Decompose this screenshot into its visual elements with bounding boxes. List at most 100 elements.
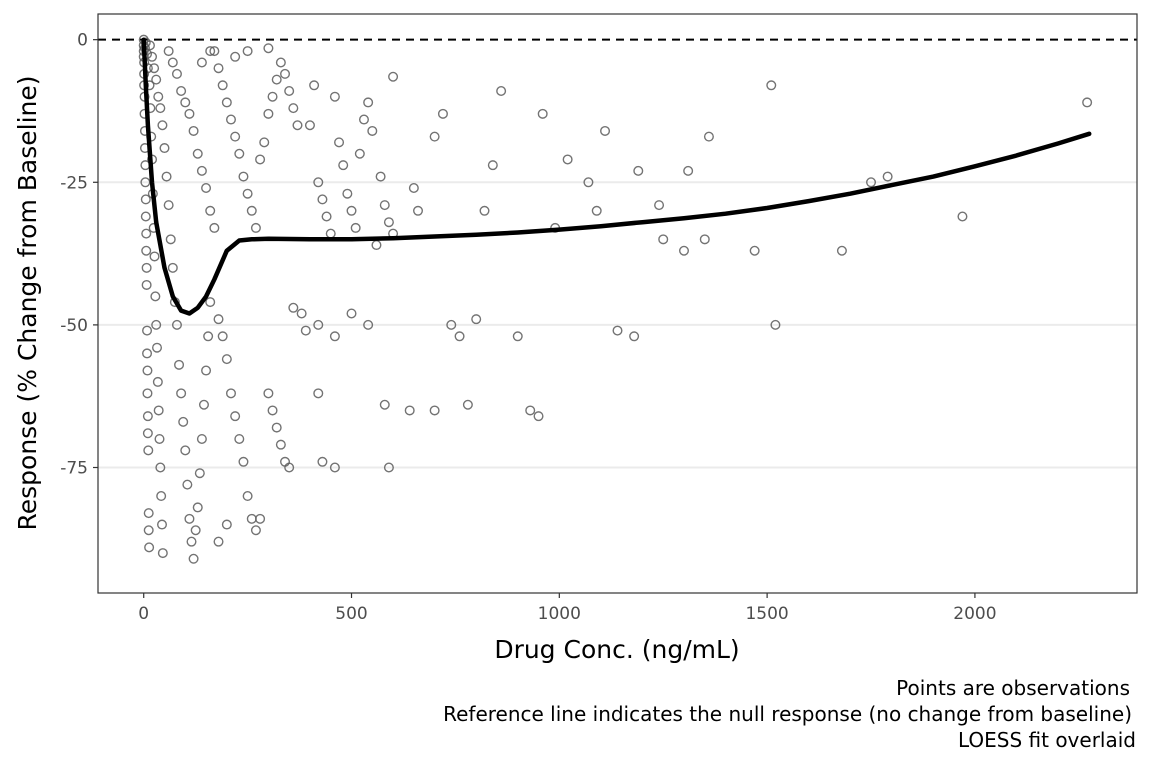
data-point-166: [413, 205, 424, 216]
data-point-80: [163, 46, 174, 57]
data-point-90: [205, 205, 216, 216]
data-point-66: [178, 416, 189, 427]
data-point-195: [770, 319, 781, 330]
data-point-101: [250, 525, 261, 536]
data-point-63: [171, 319, 182, 330]
data-point-42: [152, 342, 163, 353]
x-tick-label-1: 500: [335, 604, 367, 624]
loess-fit-line: [141, 37, 1092, 316]
caption-line-3: LOESS fit overlaid: [957, 728, 1136, 752]
data-point-67: [180, 445, 191, 456]
data-point-26: [143, 508, 154, 519]
loess-fit-group: [141, 37, 1092, 316]
data-point-28: [144, 542, 155, 553]
data-point-171: [462, 399, 473, 410]
data-point-61: [167, 262, 178, 273]
data-point-85: [184, 108, 195, 119]
data-point-136: [309, 80, 320, 91]
data-point-104: [221, 519, 232, 530]
data-point-146: [350, 222, 361, 233]
data-point-198: [882, 171, 893, 182]
data-point-72: [190, 525, 201, 536]
data-point-162: [317, 456, 328, 467]
data-point-188: [658, 234, 669, 245]
data-point-65: [176, 388, 187, 399]
data-point-131: [275, 439, 286, 450]
data-point-163: [329, 462, 340, 473]
data-point-88: [196, 165, 207, 176]
data-point-137: [313, 177, 324, 188]
caption-line-1: Points are observations: [896, 676, 1130, 700]
data-point-192: [703, 131, 714, 142]
data-point-87: [192, 148, 203, 159]
data-point-197: [866, 177, 877, 188]
data-point-82: [171, 68, 182, 79]
data-point-15: [141, 228, 152, 239]
data-point-23: [142, 411, 153, 422]
data-point-115: [250, 222, 261, 233]
data-point-99: [242, 491, 253, 502]
data-point-102: [255, 513, 266, 524]
data-point-96: [230, 411, 241, 422]
data-point-48: [157, 519, 168, 530]
data-point-16: [141, 245, 152, 256]
data-point-161: [383, 462, 394, 473]
data-point-128: [263, 388, 274, 399]
data-point-98: [238, 456, 249, 467]
data-point-206: [263, 43, 274, 54]
data-point-191: [699, 234, 710, 245]
data-point-64: [174, 359, 185, 370]
data-point-196: [836, 245, 847, 256]
data-point-193: [749, 245, 760, 256]
data-point-160: [379, 399, 390, 410]
plot-background: [98, 14, 1137, 593]
data-point-103: [213, 536, 224, 547]
data-point-17: [141, 262, 152, 273]
data-point-44: [153, 405, 164, 416]
data-point-204: [388, 71, 399, 82]
data-point-147: [354, 148, 365, 159]
data-point-164: [313, 388, 324, 399]
panel-border: [97, 13, 1138, 594]
y-tick-label-2: -50: [60, 316, 88, 336]
data-point-118: [263, 108, 274, 119]
data-point-73: [192, 502, 203, 513]
data-point-180: [562, 154, 573, 165]
data-point-111: [234, 148, 245, 159]
data-point-76: [198, 399, 209, 410]
data-point-173: [479, 205, 490, 216]
data-point-91: [209, 222, 220, 233]
data-point-119: [267, 91, 278, 102]
data-point-112: [238, 171, 249, 182]
data-point-58: [161, 171, 172, 182]
data-point-122: [280, 68, 291, 79]
data-point-190: [683, 165, 694, 176]
data-point-97: [234, 433, 245, 444]
y-tick-label-0: 0: [77, 31, 88, 51]
data-point-22: [142, 388, 153, 399]
data-point-202: [404, 405, 415, 416]
data-point-153: [379, 200, 390, 211]
data-point-154: [383, 217, 394, 228]
data-point-121: [275, 57, 286, 68]
data-point-86: [188, 125, 199, 136]
data-point-68: [182, 479, 193, 490]
data-point-89: [201, 182, 212, 193]
data-point-110: [230, 131, 241, 142]
data-point-144: [342, 188, 353, 199]
data-point-183: [600, 125, 611, 136]
data-point-69: [184, 513, 195, 524]
data-point-25: [143, 445, 154, 456]
data-point-18: [141, 279, 152, 290]
data-point-126: [296, 308, 307, 319]
data-point-172: [471, 314, 482, 325]
data-point-95: [225, 388, 236, 399]
data-point-81: [167, 57, 178, 68]
data-point-52: [149, 63, 160, 74]
y-tick-label-3: -75: [60, 459, 88, 479]
caption-line-2: Reference line indicates the null respon…: [443, 702, 1132, 726]
data-point-201: [429, 405, 440, 416]
data-point-21: [142, 365, 153, 376]
data-point-60: [165, 234, 176, 245]
